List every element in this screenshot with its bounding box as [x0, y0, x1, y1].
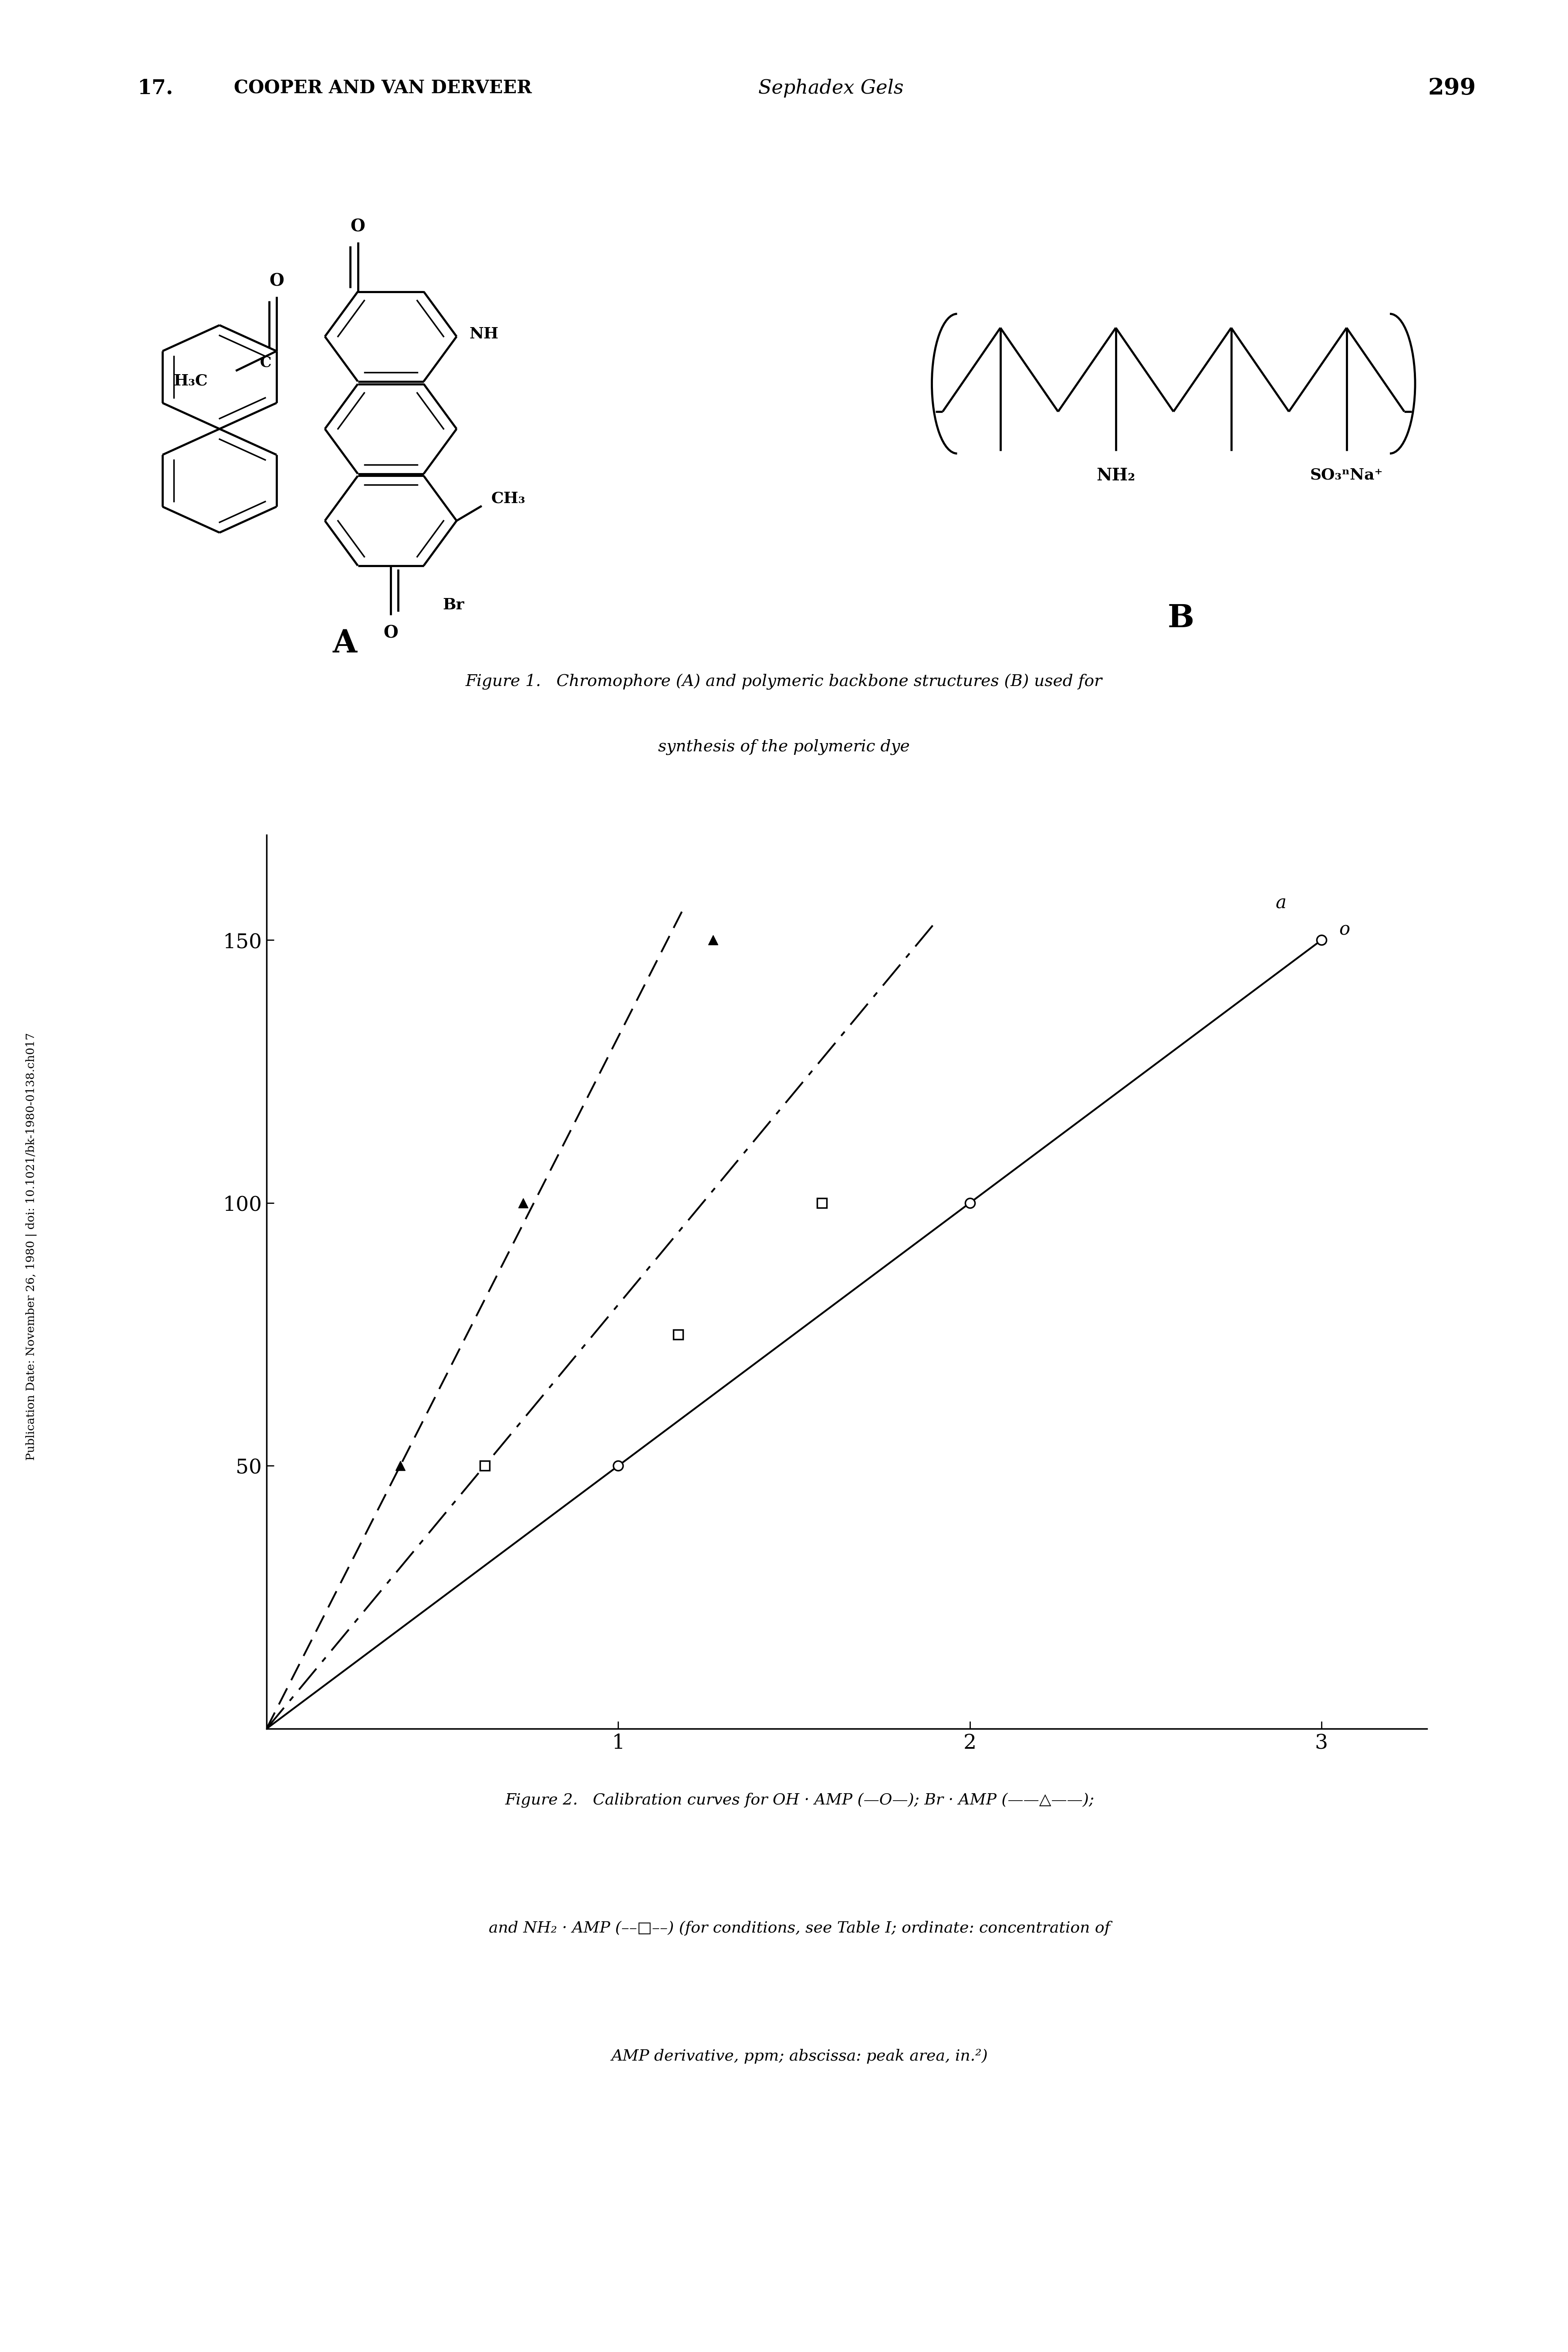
- Text: C: C: [260, 355, 271, 369]
- Text: Figure 2.   Calibration curves for OH · AMP (—O—); Br · AMP (——△——);: Figure 2. Calibration curves for OH · AM…: [505, 1792, 1094, 1809]
- Text: H₃C: H₃C: [172, 374, 207, 388]
- Text: SO₃ⁿNa⁺: SO₃ⁿNa⁺: [1311, 468, 1383, 482]
- Text: synthesis of the polymeric dye: synthesis of the polymeric dye: [659, 739, 909, 755]
- Text: O: O: [351, 219, 365, 235]
- Text: Br: Br: [442, 597, 464, 612]
- Text: O: O: [270, 273, 284, 289]
- Text: Figure 1.   Chromophore (A) and polymeric backbone structures (B) used for: Figure 1. Chromophore (A) and polymeric …: [466, 675, 1102, 689]
- Text: O: O: [384, 626, 398, 642]
- Text: NH: NH: [469, 327, 499, 341]
- Text: COOPER AND VAN DERVEER: COOPER AND VAN DERVEER: [234, 80, 532, 96]
- Text: Sephadex Gels: Sephadex Gels: [759, 80, 903, 96]
- Text: A: A: [332, 628, 358, 659]
- Text: a: a: [1276, 894, 1286, 913]
- Text: and NH₂ · AMP (––□––) (for conditions, see Table I; ordinate: concentration of: and NH₂ · AMP (––□––) (for conditions, s…: [489, 1922, 1110, 1936]
- Text: o: o: [1339, 920, 1350, 938]
- Text: CH₃: CH₃: [491, 492, 525, 506]
- Text: 17.: 17.: [138, 78, 172, 99]
- Text: 299: 299: [1428, 78, 1475, 99]
- Text: NH₂: NH₂: [1096, 468, 1135, 485]
- Text: Publication Date: November 26, 1980 | doi: 10.1021/bk-1980-0138.ch017: Publication Date: November 26, 1980 | do…: [25, 1033, 38, 1461]
- Text: B: B: [1168, 602, 1193, 633]
- Text: AMP derivative, ppm; abscissa: peak area, in.²): AMP derivative, ppm; abscissa: peak area…: [612, 2049, 988, 2063]
